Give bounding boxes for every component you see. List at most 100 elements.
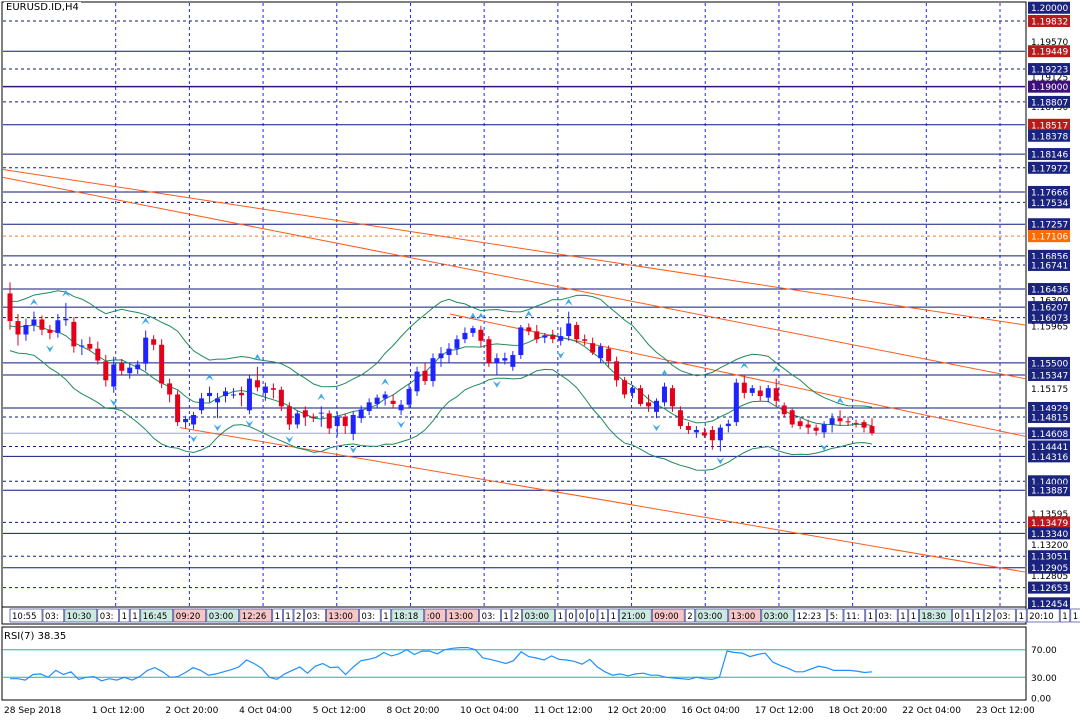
candle-body[interactable] [869,426,875,434]
candle-body[interactable] [151,339,157,345]
candle-body[interactable] [829,418,835,425]
candle-body[interactable] [119,362,125,371]
candle-body[interactable] [278,389,284,407]
candle-body[interactable] [765,388,771,398]
candle-body[interactable] [709,429,715,441]
candle-body[interactable] [478,329,484,341]
candle-body[interactable] [318,412,324,414]
candle-body[interactable] [622,380,628,395]
candle-body[interactable] [63,318,69,321]
candle-body[interactable] [79,345,85,347]
candle-body[interactable] [558,336,564,341]
candle-body[interactable] [230,394,236,396]
candle-body[interactable] [326,413,332,429]
candle-body[interactable] [398,404,404,411]
candle-body[interactable] [813,427,819,431]
candle-body[interactable] [223,391,228,397]
candle-body[interactable] [606,348,612,362]
candle-body[interactable] [590,343,596,353]
candle-body[interactable] [598,346,604,359]
candle-body[interactable] [693,429,699,433]
candle-body[interactable] [302,410,308,417]
candle-body[interactable] [821,424,827,433]
candle-body[interactable] [135,364,141,370]
candle-body[interactable] [350,414,356,434]
candle-body[interactable] [781,405,787,415]
candle-body[interactable] [654,400,659,412]
candle-body[interactable] [446,348,452,356]
candle-body[interactable] [47,329,53,333]
candle-body[interactable] [183,418,189,423]
candle-body[interactable] [294,413,300,425]
candle-body[interactable] [717,427,723,441]
candle-body[interactable] [406,388,412,405]
candle-body[interactable] [685,426,691,430]
candle-body[interactable] [95,348,101,361]
candle-body[interactable] [733,382,739,423]
candle-body[interactable] [630,388,636,393]
candle-body[interactable] [270,388,276,390]
candle-body[interactable] [669,388,675,407]
candle-body[interactable] [111,364,117,387]
candle-body[interactable] [55,320,61,333]
candle-body[interactable] [414,371,420,392]
candle-body[interactable] [646,402,652,407]
candle-body[interactable] [23,325,29,335]
candle-body[interactable] [845,421,851,423]
candle-body[interactable] [15,321,21,335]
candle-body[interactable] [422,370,428,382]
candle-body[interactable] [542,335,548,338]
candle-body[interactable] [805,424,811,428]
candle-body[interactable] [382,394,388,399]
candle-body[interactable] [582,339,588,341]
candle-body[interactable] [246,378,252,411]
candle-body[interactable] [725,423,731,427]
candlesticks[interactable] [7,282,875,452]
candle-body[interactable] [39,319,45,330]
candle-body[interactable] [254,380,260,388]
candle-body[interactable] [191,414,197,425]
candle-body[interactable] [103,361,109,381]
candle-body[interactable] [390,400,396,404]
candle-body[interactable] [494,358,500,363]
candle-body[interactable] [574,325,580,340]
candle-body[interactable] [757,390,763,397]
candle-body[interactable] [7,293,13,322]
candle-body[interactable] [159,344,165,384]
candle-body[interactable] [661,386,667,403]
candle-body[interactable] [853,422,859,424]
candle-body[interactable] [614,361,620,381]
candle-body[interactable] [310,416,316,419]
candle-body[interactable] [262,386,268,393]
candle-body[interactable] [207,392,213,397]
candle-body[interactable] [526,327,532,332]
candle-body[interactable] [366,402,372,412]
candle-body[interactable] [470,328,476,333]
candle-body[interactable] [175,394,181,423]
candle-body[interactable] [749,388,755,393]
candle-body[interactable] [127,367,133,374]
candle-body[interactable] [87,343,93,349]
candle-body[interactable] [454,339,460,349]
candle-body[interactable] [71,321,77,347]
candle-body[interactable] [374,397,380,404]
candle-body[interactable] [701,432,707,436]
candle-body[interactable] [638,388,644,404]
candle-body[interactable] [677,410,683,427]
candle-body[interactable] [534,331,540,340]
candle-body[interactable] [741,382,747,393]
candle-body[interactable] [358,409,364,419]
candle-body[interactable] [462,332,468,340]
candle-body[interactable] [430,358,436,382]
candle-body[interactable] [837,418,843,422]
candle-body[interactable] [566,323,572,337]
candle-body[interactable] [199,398,205,411]
candle-body[interactable] [861,422,867,428]
candle-body[interactable] [486,339,492,363]
candle-body[interactable] [286,406,292,425]
candle-body[interactable] [797,421,803,427]
candle-body[interactable] [773,388,779,401]
candle-body[interactable] [550,335,556,340]
